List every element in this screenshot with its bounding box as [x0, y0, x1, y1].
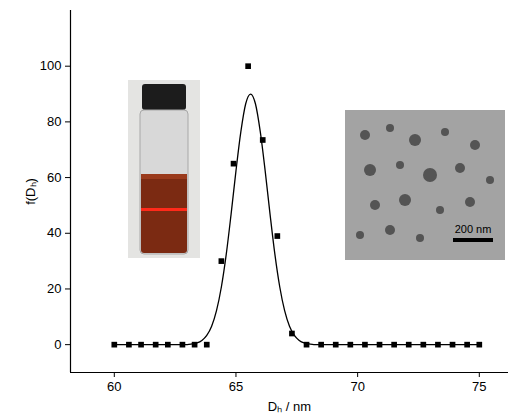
svg-text:75: 75: [472, 379, 486, 394]
svg-text:100: 100: [40, 58, 62, 73]
svg-text:200 nm: 200 nm: [455, 223, 492, 235]
svg-text:60: 60: [47, 170, 61, 185]
svg-text:80: 80: [47, 114, 61, 129]
svg-text:70: 70: [350, 379, 364, 394]
svg-text:Dₕ / nm: Dₕ / nm: [268, 399, 311, 414]
svg-text:40: 40: [47, 225, 61, 240]
svg-text:65: 65: [229, 379, 243, 394]
svg-text:60: 60: [107, 379, 121, 394]
svg-text:0: 0: [54, 337, 61, 352]
svg-text:f(Dₕ): f(Dₕ): [23, 178, 38, 205]
svg-text:20: 20: [47, 281, 61, 296]
